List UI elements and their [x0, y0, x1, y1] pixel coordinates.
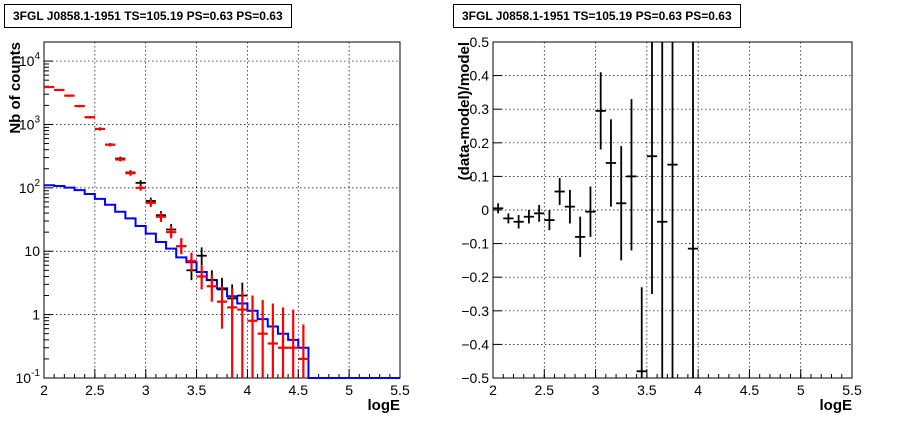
y-axis-title: (data-model)/model — [456, 42, 473, 180]
residual-chart-title: 3FGL J0858.1-1951 TS=105.19 PS=0.63 PS=0… — [453, 4, 741, 28]
x-tick-label: 3.5 — [637, 382, 657, 398]
y-tick-label: 0.1 — [470, 168, 490, 184]
x-tick-label: 5.5 — [842, 382, 862, 398]
counts-panel: 2 2.5 3 3.5 4 4.5 5 5.5 10-1 1 10 102 103 104 logE Nb o… — [7, 41, 410, 414]
x-tick-label: 2.5 — [85, 382, 105, 398]
y-tick-label: 10-1 — [16, 368, 41, 386]
x-tick-label: 4 — [694, 382, 702, 398]
x-tick-label: 2 — [40, 382, 48, 398]
y-tick-label: 103 — [19, 114, 41, 132]
x-tick-label: 4 — [244, 382, 252, 398]
y-tick-label: 102 — [19, 178, 41, 196]
counts-chart-title: 3FGL J0858.1-1951 TS=105.19 PS=0.63 PS=0… — [4, 4, 292, 28]
y-tick-label: 0 — [481, 202, 489, 218]
y-tick-label: 0.5 — [470, 34, 490, 50]
x-tick-label: 2 — [489, 382, 497, 398]
x-axis-title: logE — [368, 397, 401, 414]
x-tick-label: 2.5 — [535, 382, 555, 398]
residual-panel: 2 2.5 3 3.5 4 4.5 5 5.5 −0.5 −0.4 −0.3 −0.2 −0.1 0 0.1… — [456, 34, 862, 414]
y-tick-label: 0.3 — [470, 101, 490, 117]
x-tick-label: 5.5 — [390, 382, 410, 398]
x-tick-label: 4.5 — [289, 382, 309, 398]
y-tick-label: 0.4 — [470, 68, 490, 84]
y-tick-label: 1 — [32, 307, 40, 323]
y-axis-title: Nb of counts — [7, 42, 24, 134]
x-tick-label: 5 — [345, 382, 353, 398]
x-tick-label: 3.5 — [187, 382, 207, 398]
x-tick-label: 4.5 — [740, 382, 760, 398]
y-tick-label: −0.1 — [461, 236, 489, 252]
y-tick-label: −0.3 — [461, 303, 489, 319]
x-tick-label: 5 — [797, 382, 805, 398]
y-tick-label: −0.4 — [461, 336, 489, 352]
y-tick-label: 10 — [24, 243, 40, 259]
x-tick-label: 3 — [142, 382, 150, 398]
plot-frame — [43, 41, 401, 379]
y-tick-label: −0.5 — [461, 370, 489, 386]
y-tick-label: −0.2 — [461, 269, 489, 285]
x-tick-label: 3 — [592, 382, 600, 398]
y-tick-label: 0.2 — [470, 135, 490, 151]
y-tick-label: 104 — [19, 51, 41, 69]
x-axis-title: logE — [820, 397, 853, 414]
